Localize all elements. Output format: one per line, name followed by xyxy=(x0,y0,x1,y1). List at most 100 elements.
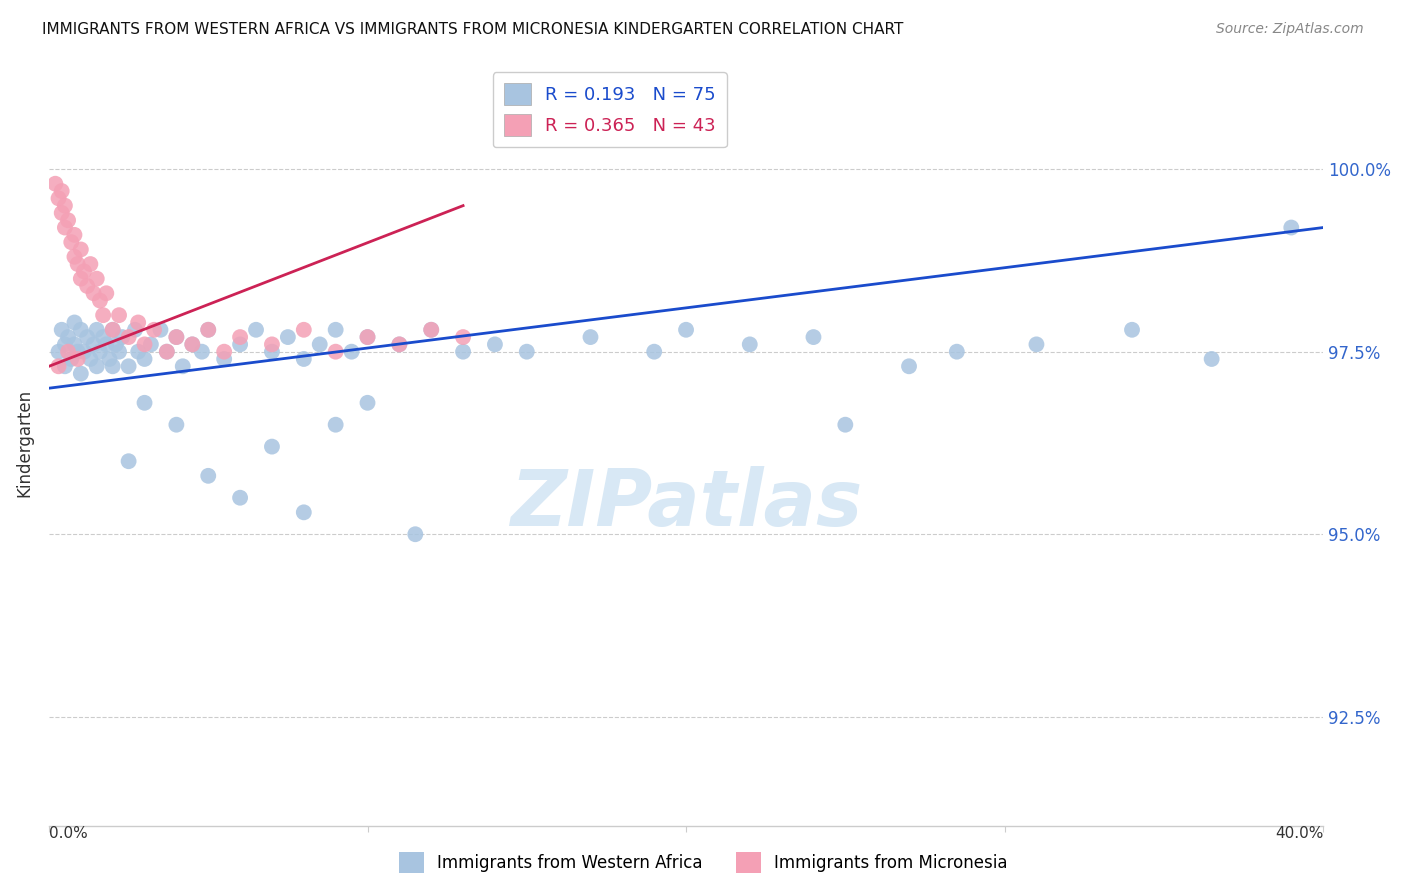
Point xyxy=(79,257,101,271)
Point xyxy=(96,286,118,301)
Point xyxy=(51,323,73,337)
Point xyxy=(356,396,378,410)
Point xyxy=(63,337,86,351)
Point xyxy=(76,279,98,293)
Point xyxy=(117,454,139,468)
Point xyxy=(675,323,697,337)
Point xyxy=(212,351,235,366)
Point xyxy=(420,323,443,337)
Point xyxy=(165,330,187,344)
Point xyxy=(108,308,131,322)
Point xyxy=(56,330,79,344)
Point xyxy=(134,351,156,366)
Point xyxy=(83,286,105,301)
Point xyxy=(212,344,235,359)
Point xyxy=(89,344,111,359)
Point xyxy=(451,344,474,359)
Point xyxy=(643,344,665,359)
Point xyxy=(229,337,252,351)
Point xyxy=(111,330,134,344)
Point xyxy=(308,337,330,351)
Point xyxy=(484,337,506,351)
Point xyxy=(197,323,219,337)
Legend: Immigrants from Western Africa, Immigrants from Micronesia: Immigrants from Western Africa, Immigran… xyxy=(392,846,1014,880)
Point xyxy=(53,337,76,351)
Point xyxy=(60,235,83,249)
Point xyxy=(1025,337,1047,351)
Point xyxy=(66,344,89,359)
Text: 0.0%: 0.0% xyxy=(49,826,87,841)
Point xyxy=(79,351,101,366)
Point xyxy=(69,367,91,381)
Point xyxy=(229,330,252,344)
Point xyxy=(197,323,219,337)
Point xyxy=(1201,351,1223,366)
Point xyxy=(117,330,139,344)
Point xyxy=(56,344,79,359)
Point xyxy=(191,344,214,359)
Point xyxy=(388,337,411,351)
Point xyxy=(101,323,124,337)
Point xyxy=(260,344,283,359)
Point xyxy=(229,491,252,505)
Text: Source: ZipAtlas.com: Source: ZipAtlas.com xyxy=(1216,22,1364,37)
Text: ZIPatlas: ZIPatlas xyxy=(510,467,862,542)
Point xyxy=(66,257,89,271)
Point xyxy=(76,330,98,344)
Point xyxy=(834,417,856,432)
Point xyxy=(63,316,86,330)
Point xyxy=(51,184,73,198)
Point xyxy=(292,351,315,366)
Point xyxy=(245,323,267,337)
Point xyxy=(83,337,105,351)
Point xyxy=(277,330,299,344)
Point xyxy=(66,351,89,366)
Point xyxy=(98,351,121,366)
Point xyxy=(63,227,86,242)
Point xyxy=(69,271,91,285)
Point xyxy=(60,351,83,366)
Point xyxy=(197,468,219,483)
Point xyxy=(124,323,146,337)
Point xyxy=(51,206,73,220)
Point xyxy=(325,323,347,337)
Point xyxy=(53,220,76,235)
Text: IMMIGRANTS FROM WESTERN AFRICA VS IMMIGRANTS FROM MICRONESIA KINDERGARTEN CORREL: IMMIGRANTS FROM WESTERN AFRICA VS IMMIGR… xyxy=(42,22,904,37)
Point xyxy=(89,293,111,308)
Point xyxy=(165,330,187,344)
Point xyxy=(101,359,124,374)
Point xyxy=(156,344,179,359)
Point xyxy=(86,271,108,285)
Point xyxy=(738,337,761,351)
Point xyxy=(260,337,283,351)
Point xyxy=(69,243,91,257)
Point xyxy=(73,344,96,359)
Point xyxy=(117,359,139,374)
Point xyxy=(53,199,76,213)
Point xyxy=(53,359,76,374)
Point xyxy=(69,323,91,337)
Point xyxy=(127,344,149,359)
Point xyxy=(139,337,162,351)
Point xyxy=(181,337,204,351)
Point xyxy=(420,323,443,337)
Point xyxy=(48,191,70,205)
Point xyxy=(91,308,114,322)
Point xyxy=(325,344,347,359)
Point xyxy=(898,359,921,374)
Point xyxy=(172,359,194,374)
Point xyxy=(63,250,86,264)
Point xyxy=(108,344,131,359)
Point xyxy=(86,359,108,374)
Point xyxy=(56,213,79,227)
Point xyxy=(356,330,378,344)
Point xyxy=(181,337,204,351)
Point xyxy=(127,316,149,330)
Point xyxy=(340,344,363,359)
Point xyxy=(388,337,411,351)
Point xyxy=(1279,220,1302,235)
Point xyxy=(260,440,283,454)
Text: 40.0%: 40.0% xyxy=(1275,826,1323,841)
Point xyxy=(451,330,474,344)
Point xyxy=(946,344,969,359)
